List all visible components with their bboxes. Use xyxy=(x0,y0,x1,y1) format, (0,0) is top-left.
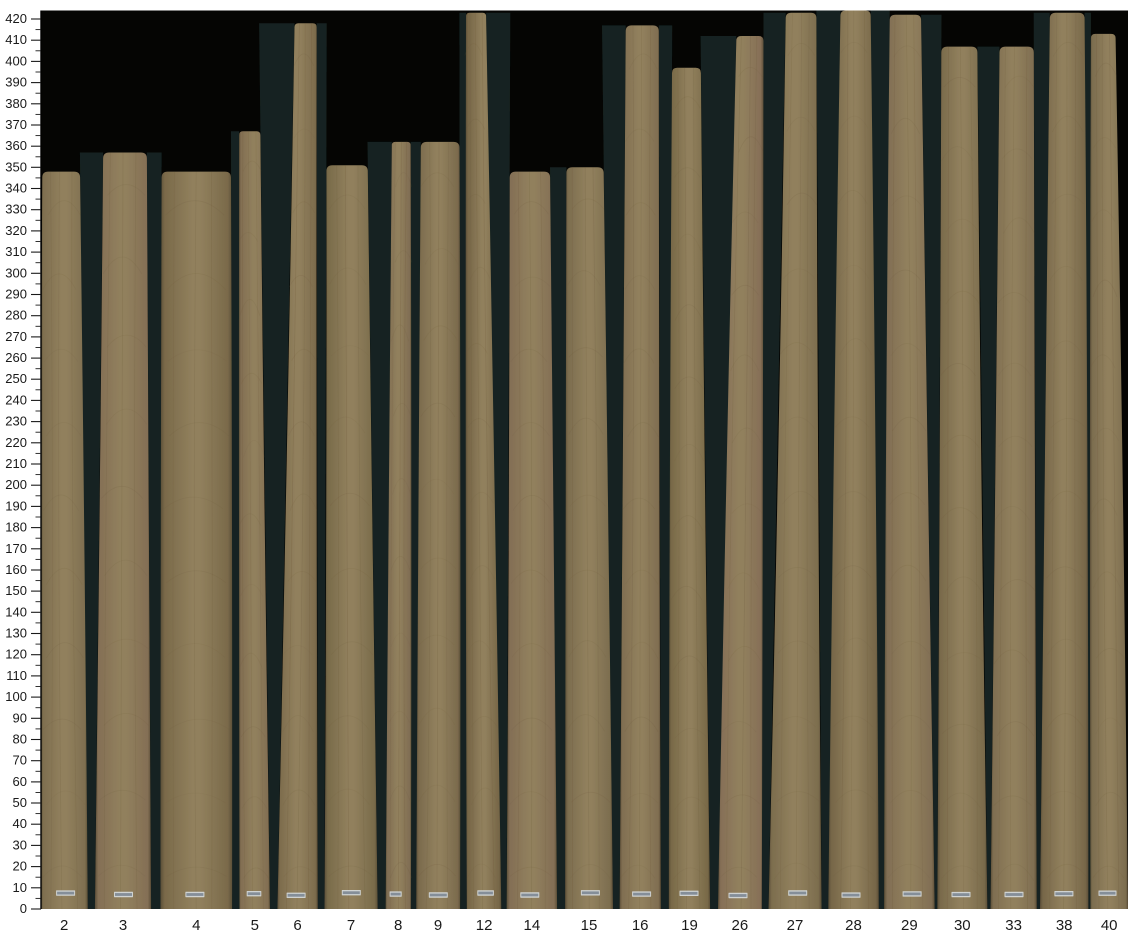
svg-text:20: 20 xyxy=(13,859,27,874)
svg-text:230: 230 xyxy=(5,414,27,429)
svg-text:300: 300 xyxy=(5,265,27,280)
svg-text:260: 260 xyxy=(5,350,27,365)
svg-text:6: 6 xyxy=(293,917,301,934)
svg-text:380: 380 xyxy=(5,96,27,111)
svg-text:28: 28 xyxy=(845,917,862,934)
svg-text:180: 180 xyxy=(5,520,27,535)
svg-text:16: 16 xyxy=(632,917,649,934)
svg-text:330: 330 xyxy=(5,202,27,217)
svg-text:100: 100 xyxy=(5,689,27,704)
svg-text:33: 33 xyxy=(1005,917,1022,934)
svg-text:340: 340 xyxy=(5,181,27,196)
svg-text:270: 270 xyxy=(5,329,27,344)
svg-text:14: 14 xyxy=(524,917,541,934)
svg-text:130: 130 xyxy=(5,626,27,641)
svg-text:4: 4 xyxy=(192,917,200,934)
svg-text:160: 160 xyxy=(5,562,27,577)
svg-text:2: 2 xyxy=(60,917,68,934)
svg-text:220: 220 xyxy=(5,435,27,450)
svg-text:19: 19 xyxy=(681,917,698,934)
svg-text:40: 40 xyxy=(1101,917,1118,934)
svg-text:370: 370 xyxy=(5,117,27,132)
svg-text:30: 30 xyxy=(954,917,971,934)
svg-text:280: 280 xyxy=(5,308,27,323)
svg-text:210: 210 xyxy=(5,456,27,471)
svg-text:8: 8 xyxy=(394,917,402,934)
svg-text:70: 70 xyxy=(13,753,27,768)
svg-text:120: 120 xyxy=(5,647,27,662)
svg-text:40: 40 xyxy=(13,816,27,831)
svg-text:27: 27 xyxy=(787,917,804,934)
svg-text:38: 38 xyxy=(1056,917,1073,934)
svg-text:3: 3 xyxy=(119,917,127,934)
svg-text:390: 390 xyxy=(5,75,27,90)
svg-text:80: 80 xyxy=(13,732,27,747)
svg-text:150: 150 xyxy=(5,583,27,598)
svg-text:360: 360 xyxy=(5,138,27,153)
svg-text:200: 200 xyxy=(5,477,27,492)
svg-text:10: 10 xyxy=(13,880,27,895)
svg-text:50: 50 xyxy=(13,795,27,810)
svg-text:29: 29 xyxy=(901,917,918,934)
svg-text:15: 15 xyxy=(581,917,598,934)
svg-text:290: 290 xyxy=(5,287,27,302)
svg-text:0: 0 xyxy=(20,901,27,916)
svg-text:350: 350 xyxy=(5,159,27,174)
svg-text:310: 310 xyxy=(5,244,27,259)
svg-text:240: 240 xyxy=(5,392,27,407)
svg-text:26: 26 xyxy=(732,917,749,934)
svg-text:12: 12 xyxy=(476,917,493,934)
svg-text:320: 320 xyxy=(5,223,27,238)
svg-text:110: 110 xyxy=(6,668,27,683)
svg-text:9: 9 xyxy=(434,917,442,934)
svg-text:420: 420 xyxy=(5,11,27,26)
svg-text:7: 7 xyxy=(347,917,355,934)
svg-text:170: 170 xyxy=(5,541,27,556)
svg-text:5: 5 xyxy=(251,917,259,934)
svg-text:190: 190 xyxy=(5,498,27,513)
svg-text:90: 90 xyxy=(13,710,27,725)
svg-text:140: 140 xyxy=(5,604,27,619)
svg-text:60: 60 xyxy=(13,774,27,789)
svg-text:400: 400 xyxy=(5,53,27,68)
svg-text:410: 410 xyxy=(5,32,27,47)
svg-text:30: 30 xyxy=(13,837,27,852)
svg-text:250: 250 xyxy=(5,371,27,386)
